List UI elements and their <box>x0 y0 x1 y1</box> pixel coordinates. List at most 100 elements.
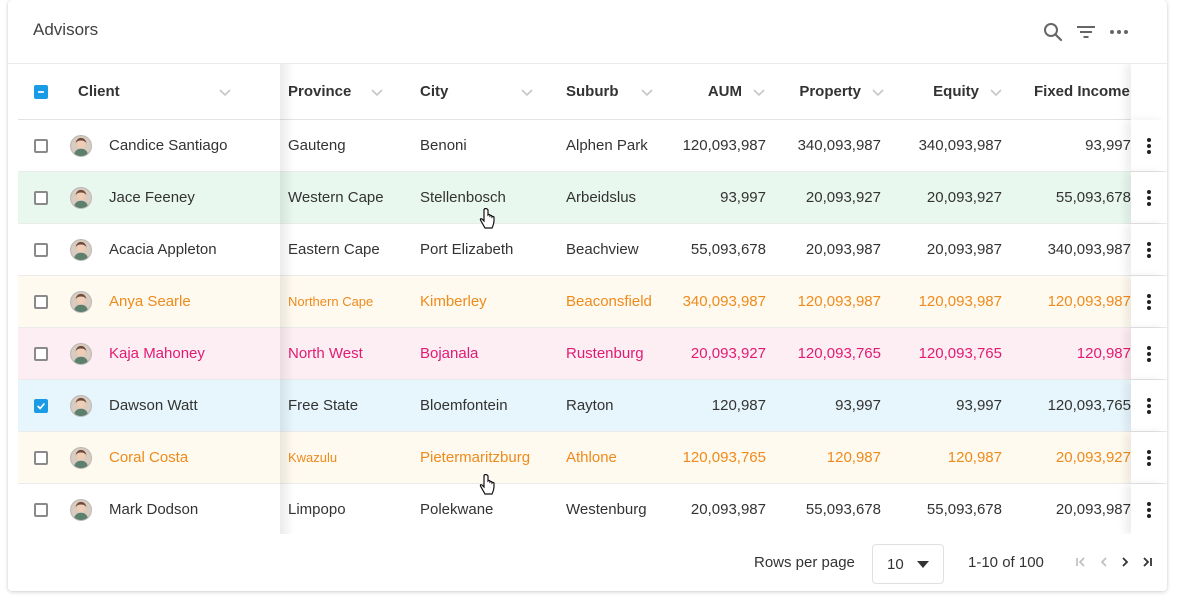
suburb-cell: Athlone <box>566 449 617 466</box>
table-row[interactable]: Coral Costa Kwazulu Pietermaritzburg Athlon… <box>18 432 1167 484</box>
column-header-province[interactable]: Province <box>288 83 352 100</box>
property-cell: 120,093,765 <box>797 345 881 362</box>
table-header-row: Client Province City Suburb AUM Property Equit… <box>18 64 1167 120</box>
row-more-icon[interactable] <box>1131 484 1167 534</box>
avatar <box>70 276 94 327</box>
row-checkbox[interactable] <box>34 432 54 483</box>
aum-cell: 93,997 <box>720 189 766 206</box>
row-more-icon[interactable] <box>1131 224 1167 275</box>
client-name: Kaja Mahoney <box>109 345 205 362</box>
pagination-range: 1-10 of 100 <box>968 554 1044 571</box>
province-cell: North West <box>288 345 363 362</box>
property-cell: 120,987 <box>826 449 881 466</box>
chevron-down-icon[interactable] <box>640 85 654 99</box>
chevron-down-icon[interactable] <box>871 85 885 99</box>
property-cell: 340,093,987 <box>797 137 881 154</box>
fixed-income-cell: 120,987 <box>1076 345 1131 362</box>
select-all-checkbox[interactable] <box>34 64 54 119</box>
table-row[interactable]: Anya Searle Northern Cape Kimberley Beacons… <box>18 276 1167 328</box>
column-header-suburb[interactable]: Suburb <box>566 83 619 100</box>
last-page-icon[interactable] <box>1140 555 1154 569</box>
avatar <box>70 484 94 534</box>
next-page-icon[interactable] <box>1118 555 1132 569</box>
filter-icon[interactable] <box>1074 20 1098 44</box>
column-header-city[interactable]: City <box>420 83 449 100</box>
table-row[interactable]: Dawson Watt Free State Bloemfontein Rayton 1… <box>18 380 1167 432</box>
row-more-icon[interactable] <box>1131 328 1167 379</box>
row-checkbox[interactable] <box>34 328 54 379</box>
chevron-down-icon[interactable] <box>218 85 232 99</box>
row-more-icon[interactable] <box>1131 120 1167 171</box>
rows-per-page-value: 10 <box>887 555 904 573</box>
avatar <box>70 328 94 379</box>
aum-cell: 120,987 <box>711 397 766 414</box>
suburb-cell: Rayton <box>566 397 614 414</box>
table-row[interactable]: Acacia Appleton Eastern Cape Port Elizabet… <box>18 224 1167 276</box>
pagination-footer: Rows per page 10 1-10 of 100 <box>8 534 1167 591</box>
column-header-aum[interactable]: AUM <box>707 83 742 100</box>
suburb-cell: Arbeidslus <box>566 189 637 206</box>
first-page-icon[interactable] <box>1074 555 1088 569</box>
row-checkbox[interactable] <box>34 120 54 171</box>
table-row[interactable]: Jace Feeney Western Cape Stellenbosch Arbei… <box>18 172 1167 224</box>
province-cell: Free State <box>288 397 359 414</box>
city-cell: Bloemfontein <box>420 397 508 414</box>
city-cell: Pietermaritzburg <box>420 449 531 466</box>
client-name: Coral Costa <box>109 449 189 466</box>
avatar <box>70 380 94 431</box>
chevron-down-icon[interactable] <box>520 85 534 99</box>
prev-page-icon[interactable] <box>1097 555 1111 569</box>
search-icon[interactable] <box>1041 20 1065 44</box>
row-checkbox[interactable] <box>34 276 54 327</box>
caret-down-icon <box>917 561 929 568</box>
aum-cell: 120,093,987 <box>682 137 766 154</box>
row-more-icon[interactable] <box>1131 276 1167 327</box>
table-row[interactable]: Mark Dodson Limpopo Polekwane Westenburg 20,… <box>18 484 1167 534</box>
column-header-fixed[interactable]: Fixed Income <box>1034 83 1130 100</box>
column-header-property[interactable]: Property <box>799 83 861 100</box>
page-title: Advisors <box>33 20 99 39</box>
column-header-client[interactable]: Client <box>78 83 120 100</box>
city-cell: Kimberley <box>420 293 487 310</box>
advisors-table: Client Province City Suburb AUM Property Equit… <box>18 64 1167 534</box>
table-row[interactable]: Candice Santiago Gauteng Benoni Alphen Park… <box>18 120 1167 172</box>
province-cell: Gauteng <box>288 137 346 154</box>
row-more-icon[interactable] <box>1131 172 1167 223</box>
equity-cell: 340,093,987 <box>918 137 1002 154</box>
row-more-icon[interactable] <box>1131 380 1167 431</box>
table-row[interactable]: Kaja Mahoney North West Bojanala Rustenburg… <box>18 328 1167 380</box>
equity-cell: 120,093,987 <box>918 293 1002 310</box>
city-cell: Port Elizabeth <box>420 241 514 258</box>
property-cell: 120,093,987 <box>797 293 881 310</box>
rows-per-page-select[interactable]: 10 <box>872 544 944 584</box>
aum-cell: 55,093,678 <box>690 241 766 258</box>
avatar <box>70 172 94 223</box>
client-name: Anya Searle <box>109 293 191 310</box>
suburb-cell: Beaconsfield <box>566 293 652 310</box>
chevron-down-icon[interactable] <box>752 85 766 99</box>
city-cell: Stellenbosch <box>420 189 506 206</box>
row-checkbox[interactable] <box>34 172 54 223</box>
client-name: Mark Dodson <box>109 501 199 518</box>
advisors-card: Advisors Client Province City Suburb AUM Prop… <box>8 0 1167 591</box>
fixed-income-cell: 120,093,765 <box>1047 397 1131 414</box>
aum-cell: 20,093,927 <box>690 345 766 362</box>
province-cell: Limpopo <box>288 501 346 518</box>
chevron-down-icon[interactable] <box>989 85 1003 99</box>
row-checkbox[interactable] <box>34 484 54 534</box>
avatar <box>70 224 94 275</box>
equity-cell: 93,997 <box>956 397 1002 414</box>
more-horizontal-icon[interactable] <box>1107 20 1131 44</box>
chevron-down-icon[interactable] <box>370 85 384 99</box>
row-checkbox[interactable] <box>34 224 54 275</box>
province-cell: Western Cape <box>288 189 384 206</box>
equity-cell: 20,093,927 <box>926 189 1002 206</box>
column-header-equity[interactable]: Equity <box>933 83 979 100</box>
fixed-income-cell: 340,093,987 <box>1047 241 1131 258</box>
fixed-income-cell: 93,997 <box>1085 137 1131 154</box>
property-cell: 20,093,927 <box>805 189 881 206</box>
city-cell: Benoni <box>420 137 467 154</box>
row-more-icon[interactable] <box>1131 432 1167 483</box>
property-cell: 93,997 <box>835 397 881 414</box>
row-checkbox[interactable] <box>34 380 54 431</box>
